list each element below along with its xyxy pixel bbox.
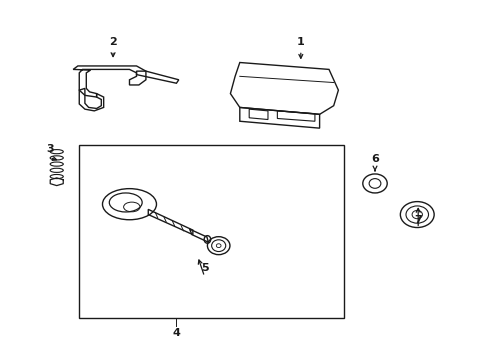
Text: 3: 3 — [46, 144, 53, 154]
Text: 6: 6 — [370, 154, 378, 164]
Bar — [79, 145, 344, 318]
Text: 7: 7 — [413, 215, 421, 225]
Text: 5: 5 — [201, 263, 208, 273]
Text: 1: 1 — [296, 37, 304, 47]
Text: 4: 4 — [172, 328, 180, 338]
Text: 2: 2 — [109, 37, 117, 47]
